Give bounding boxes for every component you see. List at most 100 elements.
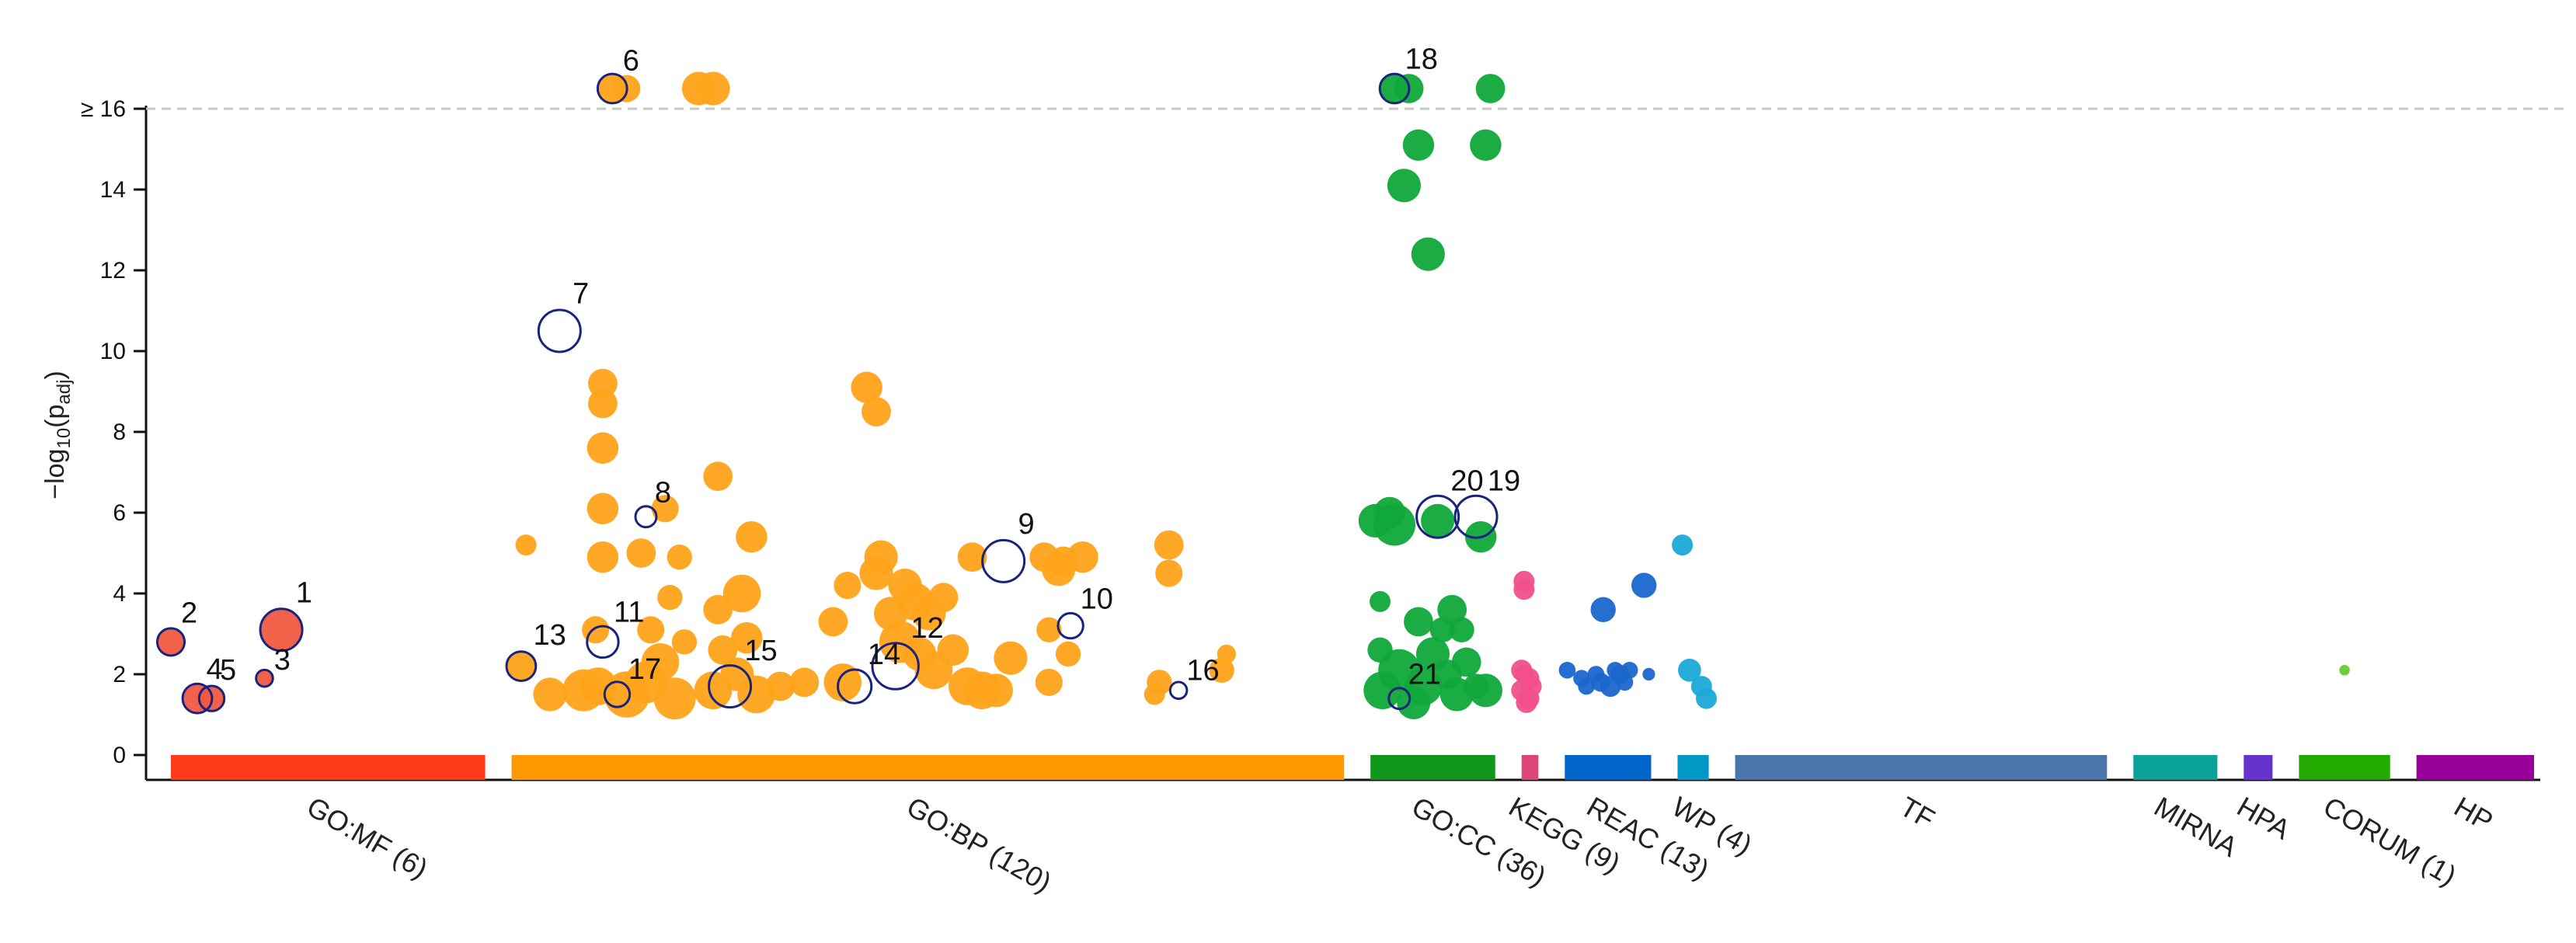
annotation-label: 15 [744,635,777,667]
data-point [1147,670,1172,695]
y-tick-label: 0 [113,743,126,768]
data-point [506,651,536,681]
data-point [979,673,1013,708]
data-point [533,677,567,712]
data-point [1520,676,1542,698]
data-point [587,541,619,573]
data-point [1620,662,1638,679]
highlight-ring [505,650,538,682]
annotation-label: 17 [628,653,661,686]
data-point [834,572,862,600]
annotation-label: 11 [614,596,644,628]
data-point [256,670,273,687]
source-bar [2133,755,2218,780]
annotation-label: 10 [1081,583,1113,616]
data-point [1155,559,1183,587]
data-point [1642,667,1655,681]
data-point [1578,677,1595,695]
data-point [696,71,730,106]
y-tick-label: 10 [100,339,126,364]
data-point [937,634,969,666]
data-point [653,677,696,720]
y-tick-label: 2 [113,662,126,687]
annotation-label: 16 [1186,654,1219,687]
source-bar [1677,755,1709,780]
source-bar [511,755,1345,780]
data-point [1402,129,1435,162]
source-bar [1565,755,1652,780]
data-point [1516,691,1537,713]
highlight-ring [259,607,304,652]
data-point [1449,617,1474,642]
data-point [657,585,683,611]
highlight-ring [181,682,214,715]
y-tick-label: 8 [113,419,126,445]
data-point [515,534,537,556]
data-point [671,629,698,655]
data-point [1036,617,1062,642]
data-point [1067,541,1098,573]
data-point [157,628,185,656]
data-point [994,641,1028,675]
data-point [637,616,665,644]
source-labels: GO:MF (6) GO:BP (120) GO:CC (36)KEGG (9)RE… [301,790,2498,898]
annotation-label: 14 [868,639,900,671]
y-axis-label: −log10(padj) [40,371,75,499]
annotation-label: 9 [1018,508,1034,541]
highlight-ring [837,668,873,705]
data-point [862,397,891,426]
annotation-label: 12 [911,612,944,645]
data-point [587,388,618,419]
source-bar [171,755,486,780]
data-point [765,671,795,701]
data-point [1217,644,1237,664]
data-points [157,71,2350,720]
source-bar [1370,755,1495,780]
source-bar [2299,755,2390,780]
data-point [2339,665,2350,676]
data-point [1404,667,1443,705]
data-point [587,492,619,525]
data-point [928,583,959,613]
source-bar [1521,755,1539,780]
highlight-ring [1168,680,1189,701]
data-point [582,616,610,644]
y-tick-label: 6 [113,500,126,526]
data-point [651,495,679,523]
source-label: GO:MF (6) [301,790,433,884]
y-axis: 0 2 4 6 8 10 12 14 ≥ 16 [81,96,148,780]
data-point [722,574,761,613]
source-label: TF [1895,790,1941,834]
data-point [1475,74,1506,103]
annotation-label: 8 [655,476,671,509]
source-bar [2244,755,2273,780]
highlight-ring [871,642,920,691]
annotation-label: 18 [1405,43,1438,76]
data-point [587,368,618,398]
data-point [736,520,768,553]
data-point [708,635,738,665]
data-point [1590,597,1616,622]
data-point [1370,590,1391,612]
annotation-label: 2 [181,597,197,630]
y-ticks: 0 2 4 6 8 10 12 14 ≥ 16 [81,96,146,768]
data-point [1468,673,1503,708]
annotation-label: 20 [1450,465,1483,498]
highlight-ring [1387,687,1412,711]
data-point [1387,169,1421,203]
source-bars [171,755,2534,780]
data-point [1470,129,1502,162]
annotation-label: 13 [533,619,566,652]
data-point [1672,534,1694,556]
y-tick-label: 14 [100,177,126,203]
highlight-ring [1453,494,1499,539]
highlight-ring [981,538,1026,583]
source-label: MIRNA [2149,790,2243,863]
highlight-ring [1057,611,1084,640]
data-point [1421,503,1455,538]
data-point [957,542,987,572]
annotation-label: 1 [296,576,312,609]
data-point [587,432,619,465]
highlight-ring [255,668,274,688]
